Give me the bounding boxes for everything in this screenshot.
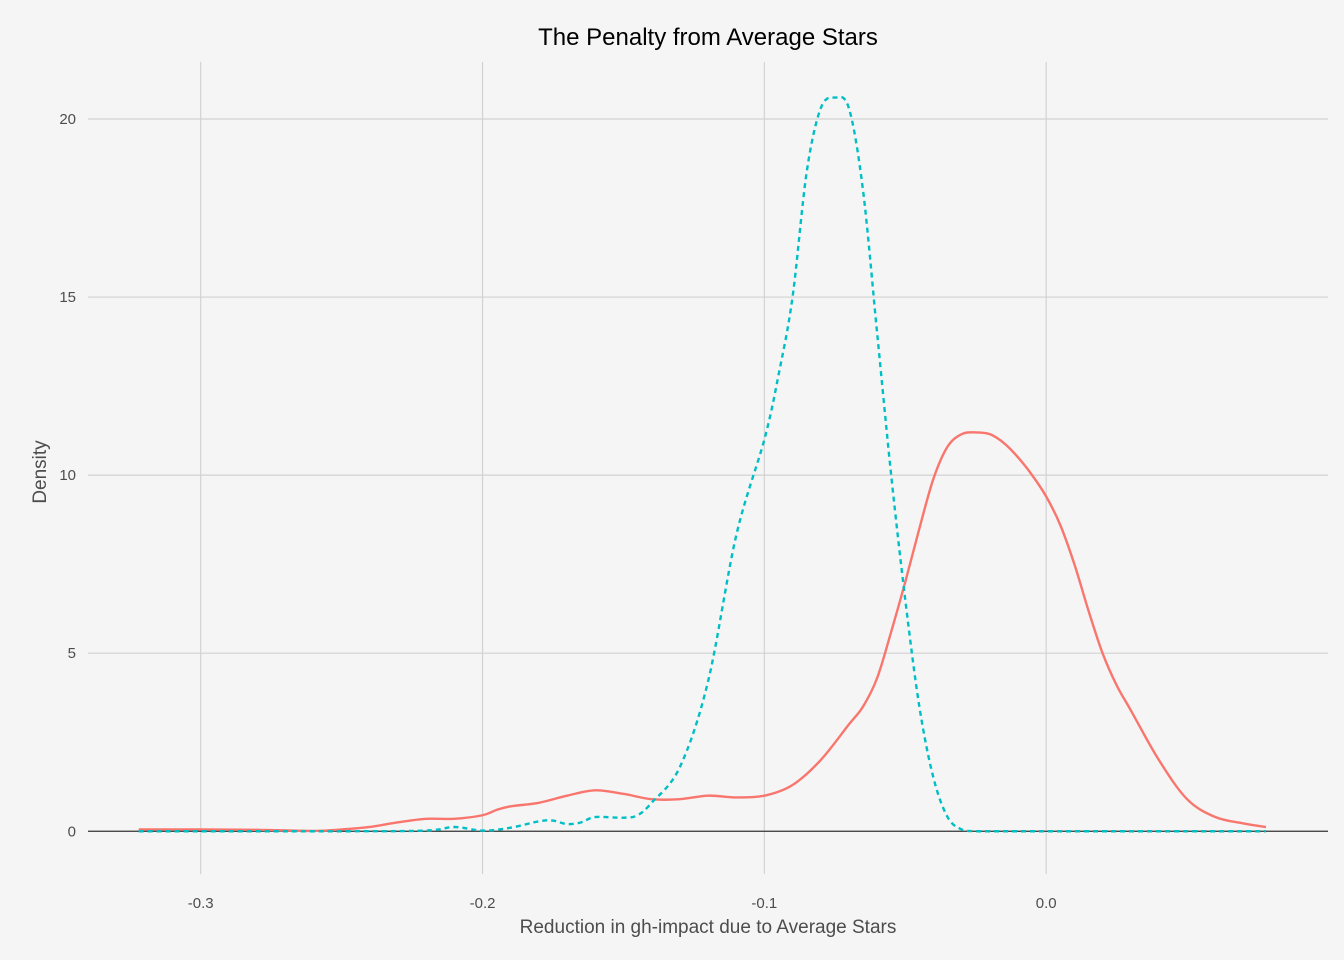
chart-title: The Penalty from Average Stars	[538, 24, 878, 51]
series-layer	[138, 95, 1267, 833]
y-tick-label: 10	[59, 467, 76, 484]
y-tick-label: 0	[68, 823, 76, 840]
y-axis-label: Density	[30, 440, 51, 504]
x-tick-label: -0.1	[751, 895, 777, 912]
x-tick-label: 0.0	[1036, 895, 1057, 912]
x-tick-label: -0.2	[470, 895, 496, 912]
density-line-solid-1	[138, 431, 1267, 833]
y-tick-label: 5	[68, 645, 76, 662]
x-axis-label: Reduction in gh-impact due to Average St…	[520, 917, 897, 938]
x-tick-label: -0.3	[188, 895, 214, 912]
y-tick-labels: 0 5 10 15 20	[59, 111, 76, 840]
y-tick-label: 15	[59, 289, 76, 306]
y-gridlines	[88, 118, 1328, 654]
x-tick-labels: -0.3 -0.2 -0.1 0.0	[188, 895, 1057, 912]
density-line-dashed-2	[138, 95, 1266, 833]
y-tick-label: 20	[59, 111, 76, 128]
x-gridlines	[200, 62, 1047, 874]
